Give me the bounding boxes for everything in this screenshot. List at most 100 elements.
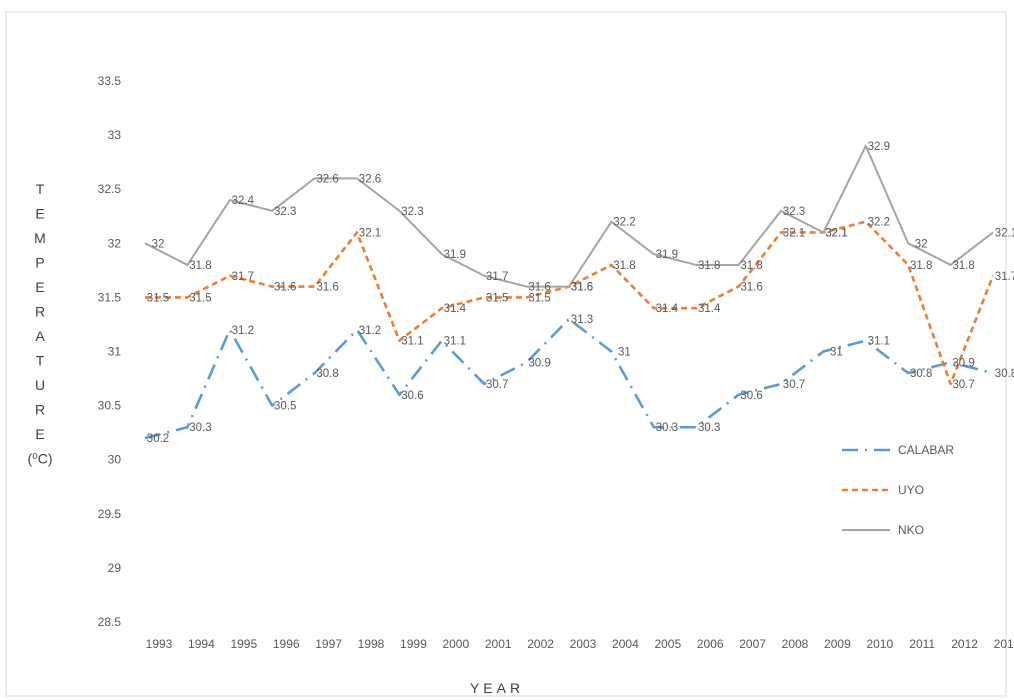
data-label-uyo: 31.8 [613,260,635,272]
data-label-uyo: 31.6 [316,282,338,294]
x-tick-label: 1997 [315,637,342,651]
data-label-nko: 32.1 [825,227,847,239]
x-tick-label: 1996 [273,637,300,651]
data-label-calabar: 30.8 [910,368,932,380]
data-label-uyo: 31.6 [571,282,593,294]
x-tick-label: 2001 [485,637,512,651]
data-label-nko: 31.6 [528,282,550,294]
series-line-calabar [144,317,994,440]
data-label-nko: 31.9 [444,249,466,261]
x-axis-title: YEAR [470,680,524,696]
data-label-uyo: 31.6 [740,282,762,294]
x-tick-label: 2005 [654,637,681,651]
data-label-calabar: 30.9 [952,357,974,369]
data-label-calabar: 30.3 [189,422,211,434]
data-label-calabar: 31 [618,347,631,359]
data-label-nko: 32.4 [232,195,255,207]
y-tick-label: 33 [108,128,122,142]
x-tick-label: 2010 [866,637,893,651]
y-tick-label: 28.5 [98,615,122,629]
y-tick-label: 32.5 [98,182,122,196]
legend-label-calabar: CALABAR [898,443,954,457]
data-label-calabar: 30.8 [995,368,1014,380]
data-label-nko: 32 [915,238,928,250]
x-tick-label: 2012 [951,637,978,651]
data-label-uyo: 32.1 [359,227,381,239]
data-label-uyo: 31.7 [995,271,1014,283]
x-tick-label: 1999 [400,637,427,651]
data-label-nko: 32.2 [613,217,635,229]
x-tick-label: 2011 [909,637,935,651]
x-tick-label: 2006 [697,637,724,651]
y-axis-title-char: P [35,255,44,271]
data-label-nko: 31.9 [656,249,678,261]
data-label-uyo: 31.5 [147,292,169,304]
y-tick-label: 32 [108,236,122,250]
data-label-nko: 31.7 [486,271,508,283]
data-label-uyo: 31.1 [401,336,423,348]
series-line-uyo [145,220,995,386]
y-axis-title-char: E [35,279,44,295]
data-label-calabar: 30.5 [274,401,296,413]
y-axis-title-char: U [35,377,45,393]
data-label-uyo: 30.7 [952,379,974,391]
data-label-nko: 32.6 [359,173,381,185]
x-tick-label: 2002 [527,637,554,651]
data-label-calabar: 30.9 [528,357,550,369]
data-label-calabar: 31.2 [232,325,254,337]
data-label-calabar: 31.3 [571,314,593,326]
data-label-calabar: 30.6 [401,390,423,402]
data-label-uyo: 32.1 [825,227,847,239]
x-tick-label: 2007 [739,637,766,651]
chart-frame [5,11,1007,697]
y-tick-label: 30.5 [98,399,122,413]
data-labels: 30.2 30.3 31.2 30.5 30.8 31.2 30.6 31.1 30.7 30.9… [147,141,1014,445]
data-label-nko: 32.6 [316,173,338,185]
data-label-calabar: 30.3 [698,422,720,434]
x-axis-ticks: 1993 1994 1995 1996 1997 1998 1999 2000 2001 2002… [146,637,1014,651]
data-label-nko: 31.8 [189,260,211,272]
legend-label-uyo: UYO [898,483,924,497]
data-label-uyo: 31.4 [656,303,679,315]
x-tick-label: 1994 [188,637,215,651]
data-label-calabar: 30.2 [147,433,169,445]
data-label-nko: 32 [152,238,165,250]
data-label-calabar: 30.3 [656,422,678,434]
y-axis-title-char: (⁰C) [27,451,52,467]
y-axis-title-char: E [35,206,44,222]
y-tick-label: 31 [108,345,122,359]
data-label-nko: 31.8 [952,260,974,272]
x-tick-label: 1993 [146,637,173,651]
y-tick-label: 31.5 [98,290,122,304]
data-label-uyo: 31.8 [910,260,932,272]
data-label-nko: 32.9 [868,141,890,153]
data-label-uyo: 31.5 [486,292,508,304]
data-label-nko: 32.3 [783,206,805,218]
x-tick-label: 2003 [570,637,597,651]
data-label-uyo: 31.4 [698,303,721,315]
data-label-calabar: 31.2 [359,325,381,337]
data-label-uyo: 31.7 [232,271,254,283]
y-axis-ticks: 28.5 29 29.5 30 30.5 31 31.5 32 32.5 33 33.5 [98,74,122,629]
data-label-uyo: 31.5 [528,292,550,304]
y-tick-label: 29.5 [98,507,122,521]
y-axis-title-char: E [35,426,44,442]
x-tick-label: 1998 [358,637,385,651]
x-tick-label: 2008 [782,637,809,651]
y-axis-title-char: A [35,328,45,344]
x-tick-label: 2009 [824,637,851,651]
y-tick-label: 30 [108,453,122,467]
y-axis-title-char: R [35,402,45,418]
data-label-nko: 31.8 [698,260,720,272]
data-label-nko: 32.3 [274,206,296,218]
data-label-nko: 31.8 [740,260,762,272]
data-label-nko: 31.6 [571,282,593,294]
y-axis-title-char: T [36,181,45,197]
data-label-calabar: 30.7 [783,379,805,391]
series-lines [144,144,995,440]
data-label-calabar: 30.7 [486,379,508,391]
data-label-uyo: 32.2 [868,217,890,229]
